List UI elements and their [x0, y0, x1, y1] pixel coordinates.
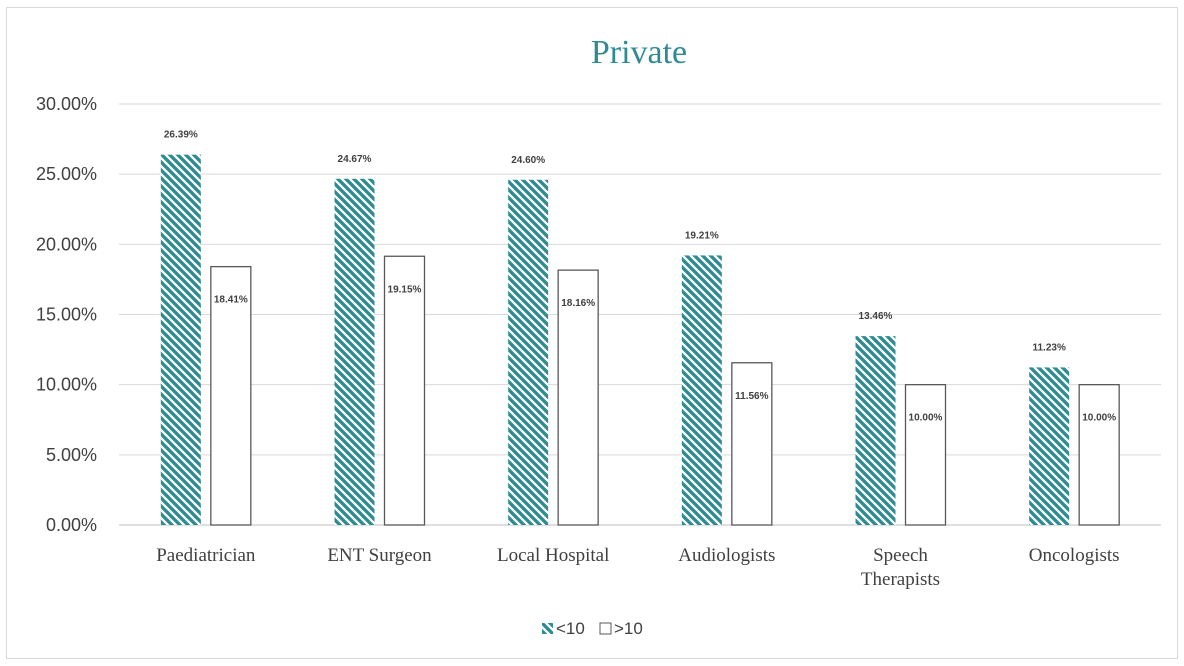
- legend-swatch: [599, 622, 612, 635]
- data-label: 18.16%: [561, 298, 595, 309]
- bar-over-10: [210, 265, 252, 526]
- data-labels: 26.39% 18.41% 24.67% 19.15% 24.60% 18.16% 19.2…: [164, 130, 1116, 424]
- bar-under-10: [855, 336, 896, 525]
- chart-frame: Private 0.00% 5.00% 10.00% 15.00% 20.00% 25.0…: [6, 7, 1178, 659]
- data-label: 24.60%: [511, 155, 545, 166]
- x-tick-label: Speech Therapists: [861, 545, 940, 590]
- legend-swatch: [542, 623, 553, 634]
- x-tick-label: Local Hospital: [497, 545, 609, 566]
- bar-under-10: [160, 154, 201, 525]
- bar-over-10: [731, 362, 773, 526]
- bars: [160, 154, 1120, 526]
- data-label: 11.23%: [1032, 342, 1065, 353]
- data-label: 13.46%: [859, 311, 893, 322]
- bar-under-10: [681, 255, 722, 525]
- bar-under-10: [1029, 367, 1070, 525]
- data-label: 10.00%: [1082, 413, 1116, 424]
- legend-label: >10: [614, 619, 643, 638]
- data-label: 24.67%: [338, 154, 372, 165]
- data-label: 19.21%: [685, 230, 719, 241]
- data-label: 18.41%: [214, 295, 248, 306]
- y-axis-ticks: 0.00% 5.00% 10.00% 15.00% 20.00% 25.00% 30.00%: [36, 94, 97, 535]
- x-axis-ticks: Paediatrician ENT Surgeon Local Hospital Au…: [156, 545, 1119, 590]
- bar-over-10: [1078, 384, 1120, 526]
- y-tick-label: 30.00%: [36, 94, 97, 114]
- bar-under-10: [508, 179, 549, 525]
- y-tick-label: 15.00%: [36, 305, 97, 325]
- data-label: 11.56%: [735, 391, 768, 402]
- y-tick-label: 20.00%: [36, 234, 97, 254]
- x-tick-label: Audiologists: [678, 545, 775, 566]
- bar-under-10: [334, 178, 375, 525]
- data-label: 19.15%: [388, 284, 422, 295]
- y-tick-label: 5.00%: [46, 445, 97, 465]
- bar-over-10: [557, 269, 599, 526]
- y-tick-label: 0.00%: [46, 515, 97, 535]
- y-tick-label: 10.00%: [36, 375, 97, 395]
- chart-title: Private: [591, 34, 687, 71]
- bar-over-10: [383, 255, 426, 526]
- x-tick-label: Paediatrician: [156, 545, 256, 566]
- legend-label: <10: [556, 619, 585, 638]
- data-label: 26.39%: [164, 130, 198, 141]
- bar-over-10: [904, 384, 947, 526]
- x-tick-label: ENT Surgeon: [327, 545, 432, 566]
- bar-chart: Private 0.00% 5.00% 10.00% 15.00% 20.00% 25.0…: [36, 34, 1161, 638]
- gridlines: [119, 103, 1161, 526]
- x-tick-label: Oncologists: [1029, 545, 1120, 566]
- y-tick-label: 25.00%: [36, 164, 97, 184]
- data-label: 10.00%: [909, 413, 943, 424]
- legend: <10 >10: [542, 619, 643, 638]
